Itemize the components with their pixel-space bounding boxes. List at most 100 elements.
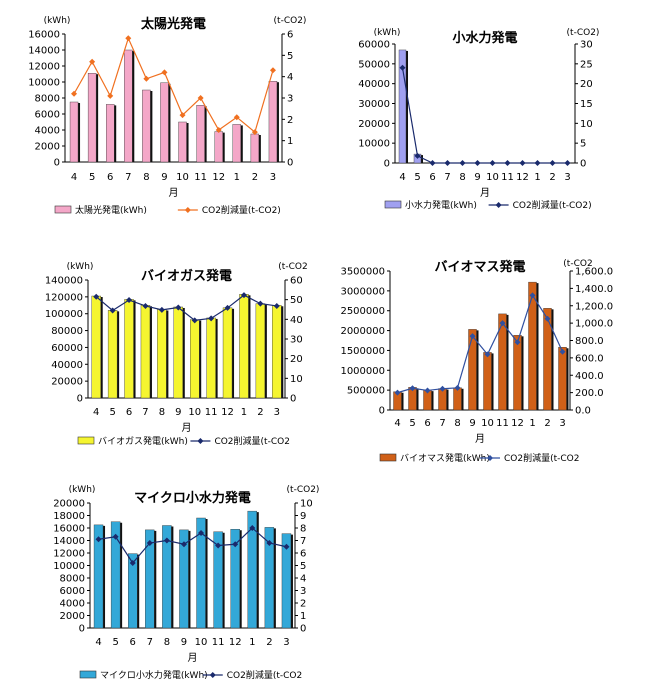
co2-point: [249, 525, 256, 531]
x-tick-label: 9: [474, 172, 480, 183]
bar: [173, 306, 183, 399]
co2-point: [215, 542, 222, 549]
co2-point: [484, 351, 491, 358]
x-tick-label: 4: [71, 172, 77, 183]
legend-bar-label: バイオガス発電(kWh): [98, 435, 188, 447]
left-tick-label: 120000: [45, 292, 83, 303]
left-tick-label: 3500000: [340, 267, 385, 278]
x-tick-label: 9: [161, 172, 167, 183]
bar: [272, 305, 282, 399]
co2-point: [208, 315, 215, 322]
chart-solar: 太陽光発電 (kWh) (t-CO2) 0 2000 4000 6000 8000 10000 1…: [0, 10, 325, 225]
chart-svg-biomass: バイオマス発電 (t-CO2 0 500000 1000000 1500000 200000…: [340, 259, 613, 464]
chart-svg-micro-hydro: マイクロ小水力発電(kWh) (t-CO2)0200040006000800010…: [53, 485, 319, 681]
left-tick-label: 10000: [28, 78, 60, 89]
x-tick-label: 1: [534, 172, 540, 183]
left-tick-label: 10000: [53, 561, 85, 572]
left-tick-label: 60000: [51, 343, 83, 354]
co2-point: [544, 315, 551, 322]
left-tick-label: 500000: [347, 386, 385, 397]
bar: [179, 529, 189, 629]
co2-point: [179, 112, 186, 119]
left-tick-label: 2000: [35, 142, 60, 153]
x-tick-label: 1: [249, 637, 255, 648]
right-tick-label: 5: [287, 51, 293, 62]
right-tick-label: 8: [300, 524, 306, 535]
co2-point: [125, 35, 132, 42]
left-tick-label: 3000000: [340, 286, 385, 297]
legend-bar-label: 太陽光発電(kWh): [75, 204, 147, 216]
co2-line: [73, 36, 274, 134]
bar: [87, 73, 97, 163]
co2-point: [107, 92, 114, 99]
x-tick-label: 9: [469, 418, 475, 429]
bar: [124, 49, 133, 163]
legend-bar-label: バイオマス発電(kWh): [400, 452, 490, 464]
left-tick-label: 1500000: [340, 346, 385, 357]
right-tick-label: 4: [300, 574, 306, 585]
bar: [222, 307, 233, 399]
bar: [453, 387, 462, 411]
co2-point: [232, 541, 239, 548]
bar: [162, 525, 172, 629]
x-tick-label: 1: [234, 172, 240, 183]
legend-bar-label: 小水力発電(kWh): [405, 199, 477, 211]
co2-point: [394, 389, 401, 396]
co2-point: [233, 114, 240, 121]
x-tick-label: 3: [270, 172, 276, 183]
left-tick-label: 20000: [51, 377, 83, 388]
x-tick-label: 4: [394, 418, 400, 429]
co2-point: [269, 67, 276, 74]
legend-line-label: CO2削減量(t-CO2): [202, 204, 281, 216]
x-tick-label: 3: [274, 407, 280, 418]
bar: [128, 553, 138, 629]
right-tick-label: 0: [290, 394, 296, 405]
co2-point: [504, 160, 511, 166]
co2-point: [142, 302, 149, 309]
x-tick-label: 5: [414, 172, 420, 183]
chart-title: バイオガス発電: [141, 268, 232, 284]
x-axis-label: 月: [480, 187, 490, 199]
x-tick-label: 7: [142, 407, 148, 418]
co2-point: [499, 320, 506, 327]
co2-point: [93, 293, 100, 300]
co2-point: [409, 385, 416, 392]
legend-bar-swatch: [77, 436, 95, 445]
x-tick-label: 5: [89, 172, 95, 183]
bar: [558, 347, 567, 411]
right-tick-label: 10: [300, 499, 313, 510]
right-tick-label: 9: [300, 511, 306, 522]
x-tick-label: 4: [93, 407, 99, 418]
legend-line-marker: [495, 202, 502, 208]
co2-point: [514, 339, 521, 346]
left-tick-label: 50000: [358, 59, 390, 70]
bar: [196, 104, 205, 163]
co2-point: [424, 387, 431, 394]
right-tick-label: 60: [290, 276, 303, 287]
legend-line-marker: [184, 207, 191, 213]
x-tick-label: 2: [252, 172, 258, 183]
right-tick-label: 7: [300, 536, 306, 547]
x-tick-label: 8: [159, 407, 165, 418]
right-tick-label: 25: [580, 59, 593, 70]
co2-point: [454, 384, 461, 391]
right-tick-label: 20: [290, 354, 303, 365]
bar: [91, 295, 101, 399]
x-tick-label: 3: [559, 418, 565, 429]
bar: [190, 319, 200, 399]
x-tick-label: 8: [454, 418, 460, 429]
co2-point: [158, 306, 165, 313]
right-tick-label: 5: [580, 139, 586, 150]
right-unit-label: (t-CO2: [278, 262, 307, 272]
co2-point: [273, 302, 280, 309]
x-tick-label: 6: [130, 637, 136, 648]
bar: [232, 124, 241, 163]
right-tick-label: 10: [580, 119, 593, 130]
bar: [268, 80, 278, 163]
x-tick-label: 2: [544, 418, 550, 429]
chart-biogas: バイオガス発電 (kWh) (t-CO2 0 20000 40000 60000 80000 1…: [0, 258, 325, 458]
co2-point: [146, 540, 153, 546]
co2-point: [257, 300, 264, 307]
co2-point: [459, 160, 466, 166]
co2-point: [198, 530, 205, 536]
